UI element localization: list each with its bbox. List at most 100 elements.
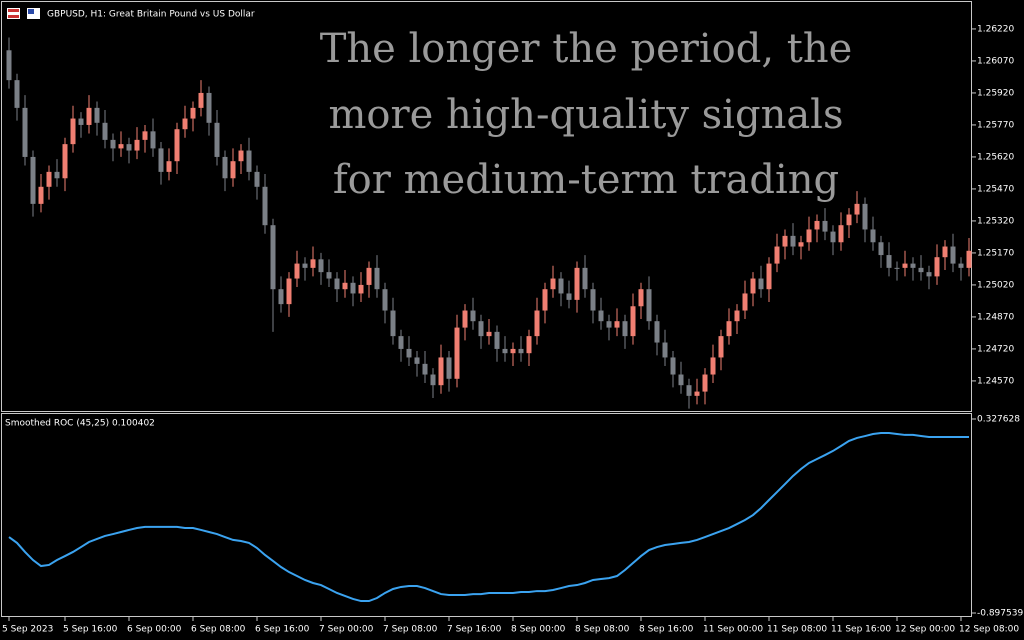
x-tick-label: 6 Sep 08:00	[191, 625, 246, 635]
candle-body	[558, 278, 564, 294]
x-tick-label: 5 Sep 2023	[2, 625, 53, 635]
candle-body	[358, 284, 364, 294]
icon	[7, 8, 20, 19]
candle-body	[150, 131, 156, 149]
candle-body	[870, 229, 876, 243]
candle-body	[142, 131, 148, 140]
candle-body	[166, 161, 172, 172]
candle-body	[878, 242, 884, 256]
x-tick-label: 8 Sep 08:00	[575, 625, 630, 635]
candle-body	[846, 214, 852, 226]
candle-body	[214, 122, 220, 157]
candle-body	[702, 374, 708, 392]
y-tick-label: 1.26070	[977, 56, 1014, 66]
y-tick-label: 1.24570	[977, 376, 1014, 386]
candle-body	[302, 263, 308, 268]
candle-body	[798, 242, 804, 247]
candle-body	[678, 374, 684, 386]
candle-body	[574, 267, 580, 300]
candle-body	[942, 246, 948, 258]
y-tick-label: 1.25470	[977, 184, 1014, 194]
candle-body	[822, 220, 828, 232]
y-tick-label: 1.25770	[977, 120, 1014, 130]
candle-body	[854, 203, 860, 215]
candle-body	[718, 336, 724, 358]
candle-body	[246, 150, 252, 172]
x-tick-label: 6 Sep 16:00	[255, 625, 310, 635]
candle-body	[758, 278, 764, 290]
candle-body	[198, 92, 204, 108]
candle-body	[958, 263, 964, 268]
candle-body	[542, 289, 548, 311]
candle-body	[174, 129, 180, 162]
candle-body	[446, 357, 452, 379]
y-tick-label: 1.25170	[977, 248, 1014, 258]
x-tick-label: 11 Sep 16:00	[831, 625, 891, 635]
y-tick-label: 1.25020	[977, 280, 1014, 290]
candle-body	[830, 231, 836, 243]
candle-body	[62, 144, 68, 179]
candle-body	[950, 246, 956, 264]
candle-body	[110, 139, 116, 149]
icon	[28, 9, 34, 14]
candle-body	[46, 171, 52, 187]
candle-body	[478, 321, 484, 337]
candle-body	[230, 161, 236, 179]
candle-body	[502, 348, 508, 354]
candle-body	[694, 391, 700, 396]
candle-body	[86, 107, 92, 125]
candle-body	[918, 267, 924, 273]
candle-body	[598, 310, 604, 322]
y-tick-label: 1.25920	[977, 88, 1014, 98]
candle-body	[374, 267, 380, 290]
candle-body	[286, 278, 292, 305]
candle-body	[486, 331, 492, 337]
candle-body	[766, 263, 772, 290]
candle-body	[966, 250, 972, 268]
candle-body	[390, 310, 396, 337]
icon	[8, 15, 19, 18]
candle-body	[606, 321, 612, 328]
plot-area: 1.26220 1.26070 1.25920 1.25770 1.25620 1.254…	[2, 24, 1023, 634]
candle-body	[406, 348, 412, 358]
candle-body	[894, 267, 900, 269]
annotation: for medium-term trading	[333, 157, 839, 203]
candle-body	[622, 321, 628, 337]
indicator-panel	[1, 413, 972, 617]
candle-body	[566, 293, 572, 300]
x-tick-label: 11 Sep 00:00	[703, 625, 763, 635]
candle-body	[734, 310, 740, 322]
candle-body	[398, 336, 404, 349]
candle-body	[886, 255, 892, 268]
annotation: more high-quality signals	[329, 92, 844, 138]
candle-body	[726, 321, 732, 337]
candle-body	[934, 257, 940, 277]
candle-body	[70, 118, 76, 145]
candle-body	[134, 139, 140, 151]
x-tick-label: 5 Sep 16:00	[63, 625, 118, 635]
candle-body	[838, 225, 844, 243]
candle-body	[438, 357, 444, 386]
candle-body	[646, 289, 652, 322]
candle-body	[414, 357, 420, 364]
candle-body	[54, 171, 60, 179]
candle-body	[334, 278, 340, 290]
candle-body	[182, 118, 188, 130]
x-tick-label: 7 Sep 16:00	[447, 625, 502, 635]
candle-body	[750, 278, 756, 294]
price-panel	[1, 1, 972, 412]
candle-body	[190, 107, 196, 119]
candle-body	[238, 150, 244, 162]
candle-body	[430, 374, 436, 386]
candle-body	[862, 203, 868, 230]
candle-body	[630, 306, 636, 337]
candle-body	[350, 282, 356, 294]
candle-body	[806, 229, 812, 243]
x-tick-label: 8 Sep 00:00	[511, 625, 566, 635]
candle-body	[118, 144, 124, 149]
candle-body	[494, 331, 500, 349]
candle-body	[518, 348, 524, 354]
candle-body	[454, 327, 460, 379]
y-tick-label: 1.25620	[977, 152, 1014, 162]
candle-body	[262, 186, 268, 226]
